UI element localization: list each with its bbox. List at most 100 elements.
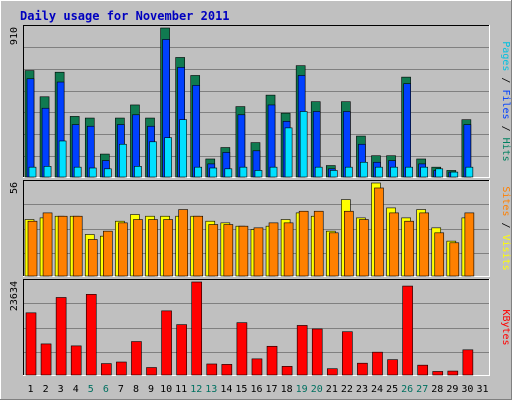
x-tick-label-day-29: 29 [446,384,458,395]
legend-part-0: Pages [500,41,511,71]
legend-part-0: KBytes [500,309,511,345]
legend-part-3: / [500,120,511,138]
x-tick-label-day-11: 11 [175,384,187,395]
bar-pages-day-3 [58,140,67,178]
bar-sites-day-17 [268,222,279,277]
bar-sites-day-24 [374,187,384,277]
bar-pages-day-1 [28,166,37,178]
bar-kbytes-day-12 [191,281,203,376]
bar-pages-day-16 [254,170,263,178]
panel-1-legend: Pages / Files / Hits [500,41,511,161]
bar-kbytes-day-20 [311,328,323,376]
bar-pages-day-10 [164,137,172,178]
bar-kbytes-day-19 [296,325,308,376]
bar-kbytes-day-30 [462,349,474,376]
bar-kbytes-day-21 [326,368,338,376]
bar-sites-day-6 [103,230,113,277]
x-tick-label-day-12: 12 [190,384,202,395]
x-tick-label-day-27: 27 [416,384,428,395]
bar-kbytes-day-27 [417,364,428,376]
bar-kbytes-day-13 [206,363,218,376]
bar-sites-day-2 [42,212,53,277]
panel-2-legend: Sites / Visits [500,186,511,270]
x-tick-label-day-17: 17 [266,384,278,395]
bar-sites-day-12 [193,215,204,277]
bar-sites-day-22 [344,210,354,277]
legend-part-1: / [500,71,511,89]
bar-pages-day-18 [284,127,293,178]
bar-pages-day-25 [390,166,398,178]
bar-sites-day-4 [72,215,83,277]
bar-pages-day-9 [149,141,157,178]
bar-kbytes-day-11 [176,324,187,376]
bar-kbytes-day-2 [40,343,52,376]
x-tick-label-day-14: 14 [220,384,232,395]
bar-pages-day-15 [239,166,248,178]
bar-sites-day-19 [298,210,309,277]
x-tick-label-day-1: 1 [28,384,34,395]
bar-pages-day-4 [73,166,82,178]
x-tick-label-day-9: 9 [148,384,154,395]
bar-sites-day-13 [208,224,219,277]
x-tick-label-day-6: 6 [103,384,109,395]
bar-pages-day-27 [420,166,428,178]
bar-sites-day-3 [57,215,68,277]
x-tick-label-day-26: 26 [401,384,413,395]
legend-part-1: / [500,216,511,234]
bar-sites-day-26 [404,220,414,277]
x-tick-label-day-8: 8 [133,384,139,395]
legend-part-2: Visits [500,235,511,271]
bar-sites-day-29 [449,242,460,277]
x-tick-label-day-4: 4 [73,384,79,395]
bar-kbytes-day-24 [372,351,383,376]
bar-kbytes-day-28 [432,371,444,376]
bar-sites-day-25 [389,212,399,277]
bar-pages-day-28 [435,168,444,178]
bar-pages-day-14 [224,168,233,178]
bar-sites-day-18 [283,222,294,277]
bar-sites-day-16 [253,227,264,277]
bar-sites-day-10 [163,219,173,277]
bar-pages-day-20 [314,166,323,178]
bar-sites-day-8 [133,219,143,277]
x-tick-label-day-23: 23 [356,384,368,395]
x-tick-label-day-24: 24 [371,384,383,395]
x-tick-label-day-22: 22 [341,384,353,395]
x-tick-label-day-13: 13 [205,384,217,395]
x-tick-label-day-30: 30 [461,384,473,395]
bar-files-day-26 [403,83,411,178]
bar-kbytes-day-29 [447,370,459,376]
x-tick-label-day-18: 18 [281,384,293,395]
legend-part-0: Sites [500,186,511,216]
chart-title: Daily usage for November 2011 [20,9,230,23]
bar-pages-day-5 [88,167,97,178]
x-tick-label-day-28: 28 [431,384,443,395]
bar-sites-day-15 [238,225,249,277]
bar-kbytes-day-3 [55,297,67,376]
bar-kbytes-day-7 [116,361,127,376]
legend-part-4: Hits [500,138,511,162]
bar-kbytes-day-16 [251,358,263,376]
bar-pages-day-23 [360,161,368,178]
bar-sites-day-14 [223,224,234,277]
bar-sites-day-21 [328,232,339,277]
bar-pages-day-2 [43,166,52,178]
bar-files-day-17 [267,104,276,178]
bar-sites-day-28 [434,232,445,277]
bar-pages-day-7 [119,143,127,178]
panel-2-ymax-label: 56 [9,182,20,194]
x-tick-label-day-15: 15 [235,384,247,395]
panel-2 [23,180,490,277]
x-tick-label-day-20: 20 [311,384,323,395]
bar-sites-day-11 [178,209,188,277]
x-tick-label-day-7: 7 [118,384,124,395]
panel-3-legend: KBytes [500,309,511,345]
bar-kbytes-day-23 [357,362,368,376]
bar-pages-day-11 [179,119,187,178]
bar-sites-day-20 [313,210,324,277]
x-tick-label-day-5: 5 [88,384,94,395]
legend-part-2: Files [500,89,511,119]
bar-pages-day-29 [450,171,459,178]
bar-kbytes-day-14 [221,364,233,376]
